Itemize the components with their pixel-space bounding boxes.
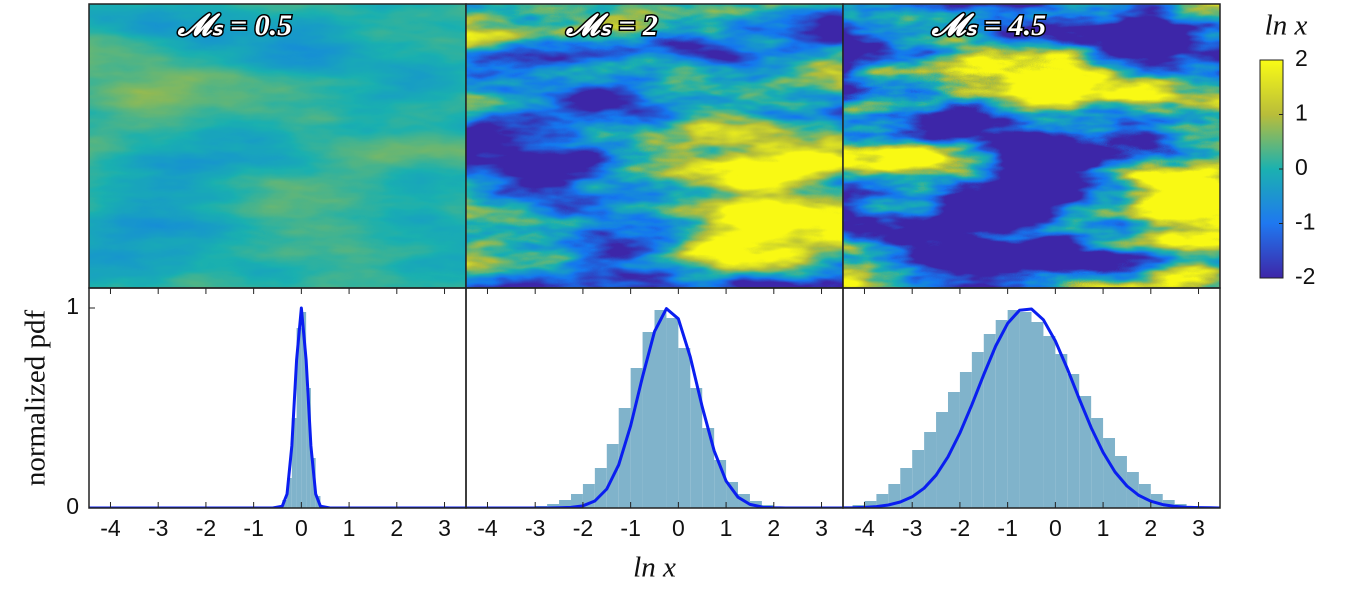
hist-bar [947, 392, 960, 508]
x-tick-label: 2 [1144, 515, 1157, 541]
colorbar-label: ln x [1265, 10, 1308, 42]
hist-bar [1019, 312, 1032, 508]
x-tick-label: -1 [243, 515, 263, 541]
hist-bar [547, 504, 560, 508]
hist-bar [924, 432, 937, 508]
x-tick-label: -1 [997, 515, 1017, 541]
hist-bar [296, 328, 302, 508]
hist-bar [888, 484, 901, 508]
x-tick-label: 3 [815, 515, 828, 541]
colorbar-tick-label: 1 [1295, 100, 1308, 126]
hist-bar [594, 468, 607, 508]
hist-bar [1091, 418, 1104, 508]
x-tick-label: 1 [1097, 515, 1110, 541]
colorbar-tick-label: 0 [1295, 154, 1308, 180]
hist-bar [291, 418, 297, 508]
x-tick-label: -4 [477, 515, 498, 541]
x-tick-label: -4 [100, 515, 121, 541]
hist-bar [936, 412, 948, 508]
y-tick-label: 0 [66, 493, 79, 519]
x-tick-label: 3 [438, 515, 451, 541]
hist-bar [876, 494, 889, 508]
hist-bar [1031, 322, 1044, 508]
x-tick-label: 0 [295, 515, 308, 541]
hist-bar [301, 312, 307, 508]
hist-bar [630, 368, 643, 508]
fit-curve [843, 307, 1220, 508]
hist-bar [1138, 484, 1151, 508]
hist-bar [995, 320, 1008, 508]
hist-bar [702, 428, 715, 508]
hist-bar [1007, 310, 1020, 508]
colorbar-tick-label: 2 [1295, 45, 1308, 71]
hist-bar [971, 352, 984, 508]
plot-area [89, 306, 466, 508]
panel-title: 𝓜ₛ = 4.5 [931, 9, 1046, 42]
x-axis-label: ln x [633, 552, 676, 584]
x-tick-label: 1 [343, 515, 356, 541]
y-tick-label: 1 [66, 293, 79, 319]
field-image [843, 4, 1220, 288]
hist-bar [618, 408, 631, 508]
y-axis-label: normalized pdf [20, 309, 52, 486]
hist-bar [1043, 336, 1056, 508]
x-tick-label: -3 [902, 515, 922, 541]
hist-bar [654, 310, 667, 508]
x-tick-label: 2 [390, 515, 403, 541]
colorbar-tick-label: -1 [1295, 209, 1315, 235]
x-tick-label: 1 [720, 515, 733, 541]
x-tick-label: -1 [620, 515, 640, 541]
field-image [89, 4, 466, 288]
plot-area [843, 307, 1220, 508]
hist-bar [666, 318, 679, 508]
hist-bar [714, 460, 727, 508]
hist-bar [1103, 438, 1116, 508]
plot-area [466, 307, 843, 508]
hist-bar [306, 388, 311, 508]
hist-bar [559, 500, 571, 508]
colorbar-tick-label: -2 [1295, 263, 1315, 289]
x-tick-label: -2 [573, 515, 593, 541]
x-tick-label: -2 [196, 515, 216, 541]
x-tick-label: 0 [672, 515, 685, 541]
hist-bar [912, 450, 925, 508]
x-tick-label: 2 [767, 515, 780, 541]
panel-frame [88, 287, 467, 509]
panel-title: 𝓜ₛ = 0.5 [177, 9, 292, 42]
hist-bar [726, 482, 739, 508]
panel-title: 𝓜ₛ = 2 [565, 9, 658, 42]
hist-bar [642, 332, 655, 508]
hist-bar [900, 468, 913, 508]
hist-bar [1079, 396, 1092, 508]
x-tick-label: 0 [1049, 515, 1062, 541]
hist-bar [1115, 456, 1127, 508]
hist-bar [1067, 374, 1080, 508]
hist-bar [864, 501, 877, 508]
field-image [466, 4, 843, 288]
hist-bar [1055, 354, 1068, 508]
hist-bar [959, 372, 972, 508]
panel-frame [842, 287, 1221, 509]
hist-bar [287, 478, 292, 508]
fit-curve [89, 306, 466, 508]
x-tick-label: 3 [1192, 515, 1205, 541]
x-tick-label: -4 [854, 515, 875, 541]
x-tick-label: -2 [950, 515, 970, 541]
hist-bar [690, 388, 703, 508]
x-tick-label: -3 [525, 515, 545, 541]
hist-bar [678, 348, 691, 508]
x-tick-label: -3 [148, 515, 168, 541]
hist-bar [983, 334, 996, 508]
hist-bar [582, 484, 595, 508]
hist-bar [1150, 494, 1163, 508]
hist-bar [570, 494, 583, 508]
